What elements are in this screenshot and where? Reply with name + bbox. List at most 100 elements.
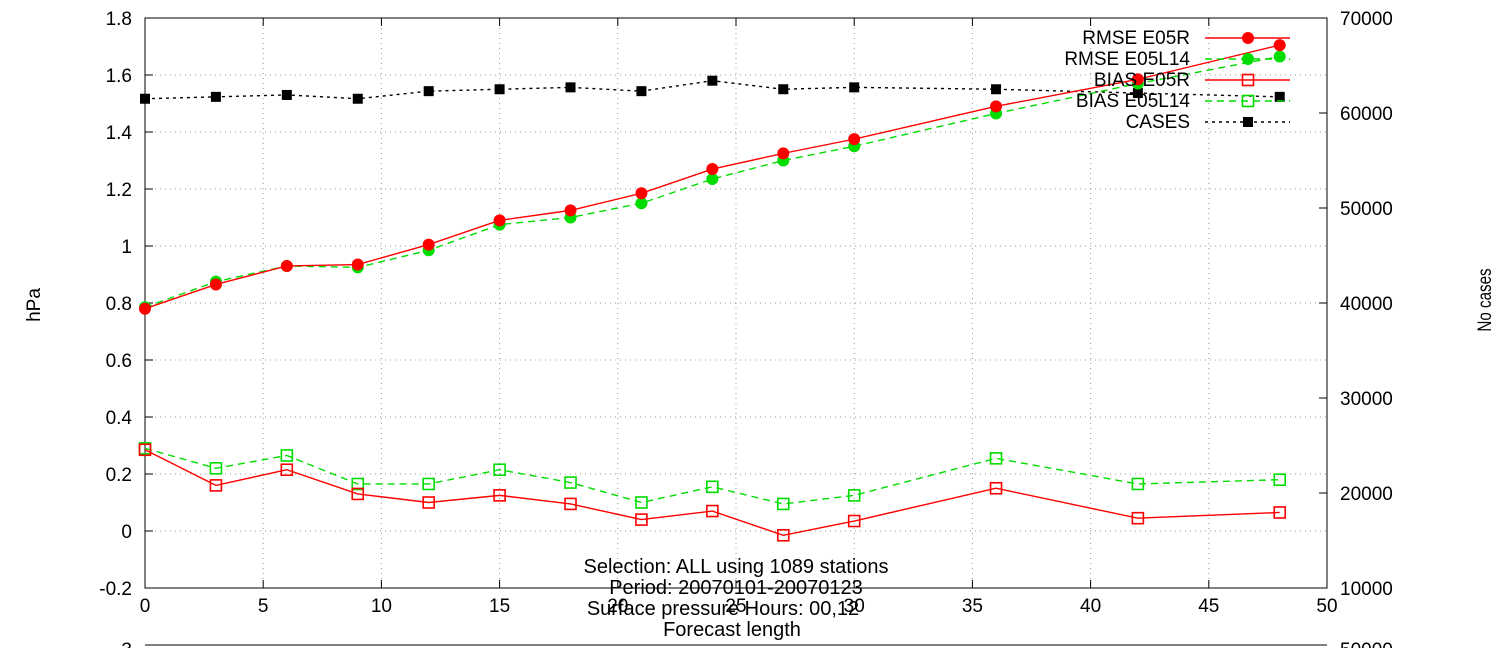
y2-tick-label: 60000 xyxy=(1340,104,1393,125)
data-point-bias-e05l14 xyxy=(776,497,790,511)
x-tick-label: 0 xyxy=(140,596,151,617)
y2-tick-label: 70000 xyxy=(1340,9,1393,30)
data-point-rmse-e05r xyxy=(777,147,790,160)
data-point-bias-e05r xyxy=(138,443,152,457)
data-point-bias-e05l14 xyxy=(989,452,1003,465)
y-tick-label: -0.2 xyxy=(99,579,132,600)
x-tick-label: 45 xyxy=(1198,596,1219,617)
data-point-bias-e05r xyxy=(493,489,506,502)
y-tick-label: 1.6 xyxy=(106,66,132,87)
legend: RMSE E05R RMSE E05L14 BIAS E05R BIAS E05… xyxy=(1064,28,1290,133)
legend-label-bias-e05r: BIAS E05R xyxy=(1094,70,1190,91)
x-tick-label: 15 xyxy=(489,596,510,617)
data-point-bias-e05r xyxy=(422,496,435,509)
data-point-bias-e05r xyxy=(776,528,790,542)
x-axis-title: Forecast length xyxy=(663,619,801,641)
series-line-rmse-e05r xyxy=(144,44,1280,310)
data-series xyxy=(138,39,1287,542)
data-point-rmse-e05r xyxy=(1131,73,1144,86)
legend-marker-rmse-e05l14 xyxy=(1242,53,1254,65)
data-point-rmse-e05r xyxy=(635,187,648,200)
series-line-bias-e05l14 xyxy=(144,447,1280,505)
data-point-bias-e05r xyxy=(706,504,719,518)
data-point-bias-e05l14 xyxy=(1131,477,1145,491)
next-panel: 3 50000 xyxy=(121,640,1392,648)
legend-marker-bias-e05r xyxy=(1241,73,1255,87)
legend-marker-bias-e05l14 xyxy=(1241,94,1255,108)
legend-label-rmse-e05l14: RMSE E05L14 xyxy=(1064,49,1190,70)
x-tick-label: 25 xyxy=(725,596,746,617)
legend-label-rmse-e05r: RMSE E05R xyxy=(1082,28,1190,49)
x-tick-label: 50 xyxy=(1316,596,1337,617)
data-point-cases xyxy=(140,93,150,104)
y2-tick-label: 40000 xyxy=(1340,294,1393,315)
data-point-cases xyxy=(494,84,505,95)
series-cases xyxy=(140,75,1285,104)
data-point-cases xyxy=(565,82,576,93)
x-tick-label: 30 xyxy=(844,596,865,617)
data-point-bias-e05r xyxy=(1273,506,1287,519)
series-line-bias-e05r xyxy=(144,449,1280,536)
data-point-rmse-e05r xyxy=(209,278,222,291)
data-point-bias-e05l14 xyxy=(493,463,506,477)
data-point-rmse-e05r xyxy=(422,238,435,251)
y-tick-label: 0.6 xyxy=(106,351,132,372)
data-point-cases xyxy=(707,75,718,86)
data-point-rmse-e05r xyxy=(139,302,151,315)
series-bias-e05r xyxy=(138,443,1287,542)
data-point-cases xyxy=(849,82,860,93)
data-point-cases xyxy=(281,89,292,100)
data-point-cases xyxy=(636,86,647,97)
data-point-rmse-e05r xyxy=(706,163,719,176)
y-tick-label: 1.2 xyxy=(106,180,132,201)
data-point-rmse-e05r xyxy=(990,100,1003,113)
y-axis-title: hPa xyxy=(24,288,45,322)
y-tick-label: 0.8 xyxy=(106,294,132,315)
y2-axis-title: No cases xyxy=(1473,268,1495,331)
series-rmse-e05r xyxy=(139,39,1286,315)
data-point-rmse-e05l14 xyxy=(1273,50,1286,63)
data-point-cases xyxy=(778,84,789,95)
x-tick-label: 10 xyxy=(371,596,392,617)
legend-marker-rmse-e05r xyxy=(1242,32,1254,44)
data-point-cases xyxy=(352,93,363,104)
data-point-bias-e05l14 xyxy=(706,480,719,494)
legend-label-cases: CASES xyxy=(1126,112,1190,133)
data-point-bias-e05l14 xyxy=(422,477,435,491)
legend-marker-cases xyxy=(1243,117,1253,127)
data-point-rmse-e05r xyxy=(351,258,364,271)
data-point-cases xyxy=(423,86,434,97)
selection-line: Selection: ALL using 1089 stations xyxy=(583,556,888,578)
data-point-rmse-e05l14 xyxy=(706,173,719,186)
y-tick-label: 0 xyxy=(121,522,132,543)
y2-tick-label: 20000 xyxy=(1340,484,1393,505)
data-point-bias-e05l14 xyxy=(209,461,223,475)
x-tick-label: 20 xyxy=(607,596,628,617)
data-point-rmse-e05r xyxy=(848,133,861,146)
x-tick-label: 40 xyxy=(1080,596,1101,617)
data-point-bias-e05r xyxy=(989,481,1003,495)
next-panel-y-tick: 3 xyxy=(121,640,132,648)
data-point-rmse-e05r xyxy=(1273,39,1286,52)
series-bias-e05l14 xyxy=(138,442,1287,511)
data-point-bias-e05l14 xyxy=(635,496,648,509)
y2-tick-label: 10000 xyxy=(1340,579,1393,600)
data-point-rmse-e05l14 xyxy=(635,197,648,210)
y-tick-label: 1.4 xyxy=(106,123,133,144)
data-point-rmse-e05r xyxy=(564,204,577,217)
data-point-bias-e05l14 xyxy=(280,449,294,462)
period-line: Period: 20070101-20070123 xyxy=(609,577,863,599)
data-point-bias-e05l14 xyxy=(564,476,577,489)
data-point-cases xyxy=(1274,91,1285,102)
data-point-bias-e05r xyxy=(280,463,294,477)
legend-samples xyxy=(1205,32,1290,127)
y-tick-label: 0.4 xyxy=(106,408,133,429)
data-point-rmse-e05r xyxy=(280,259,293,272)
y-tick-label: 1 xyxy=(121,237,132,258)
y2-tick-label: 30000 xyxy=(1340,389,1393,410)
y-tick-label: 1.8 xyxy=(106,9,132,30)
data-point-bias-e05r xyxy=(635,513,648,526)
grid-lines xyxy=(145,18,1327,588)
y2-tick-label: 50000 xyxy=(1340,199,1393,220)
